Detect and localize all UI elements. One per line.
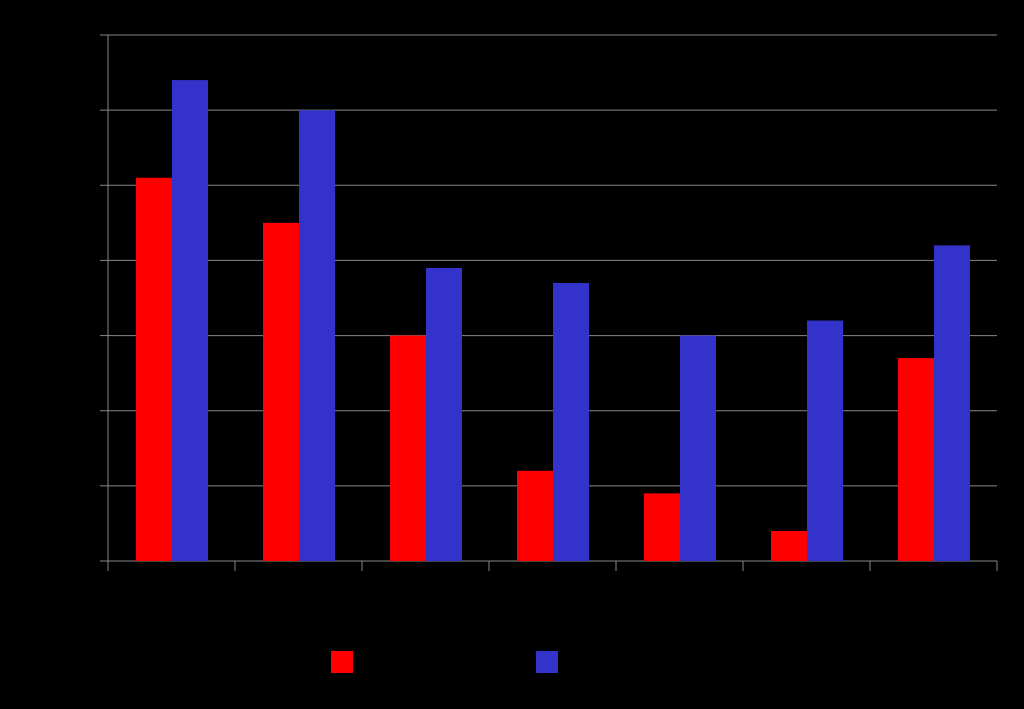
bar xyxy=(771,530,807,561)
bar xyxy=(934,245,970,561)
bar xyxy=(553,282,589,561)
bar xyxy=(898,358,934,561)
bar xyxy=(426,267,462,561)
y-tick-label: 3 xyxy=(86,326,94,342)
y-tick-label: 6 xyxy=(86,101,94,117)
y-tick-label: 7 xyxy=(86,26,94,42)
bar xyxy=(680,335,716,561)
bar xyxy=(390,335,426,561)
y-tick-label: 0 xyxy=(86,552,94,568)
bar xyxy=(517,470,553,561)
y-tick-label: 5 xyxy=(86,176,94,192)
bar xyxy=(263,222,299,561)
bar xyxy=(299,110,335,562)
bar xyxy=(644,493,680,561)
y-tick-label: 2 xyxy=(86,401,94,417)
bar xyxy=(136,177,172,561)
legend-swatch xyxy=(331,651,353,673)
bar xyxy=(807,320,843,561)
legend-swatch xyxy=(536,651,558,673)
y-tick-label: 1 xyxy=(86,477,94,493)
bar xyxy=(172,80,208,561)
y-tick-label: 4 xyxy=(86,251,94,267)
